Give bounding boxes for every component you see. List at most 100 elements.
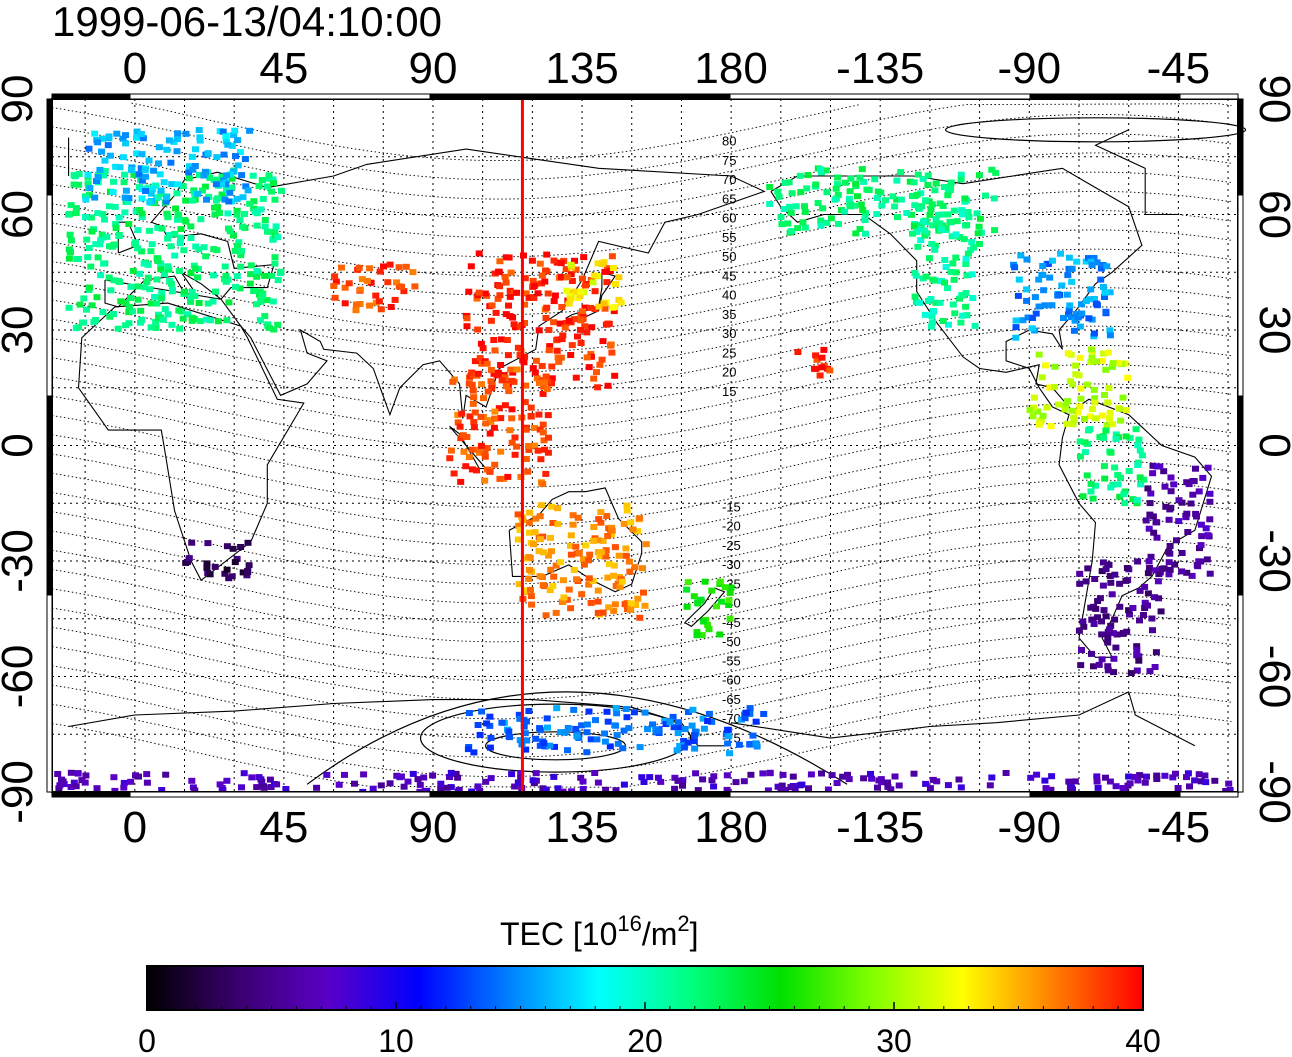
tec-cell <box>174 130 182 137</box>
tec-cell <box>521 353 529 360</box>
tec-cell <box>514 536 522 543</box>
tec-cell <box>1076 570 1084 577</box>
tec-cell <box>218 181 226 188</box>
tec-cell <box>273 781 281 788</box>
tec-cell <box>604 382 612 389</box>
tec-cell <box>1035 421 1043 428</box>
tec-cell <box>265 172 273 179</box>
tec-cell <box>187 223 195 230</box>
x-tick-label-bottom: 180 <box>694 803 767 852</box>
tec-cell <box>906 178 914 185</box>
tec-cell <box>599 338 607 345</box>
y-tick-label-left: -30 <box>0 529 42 593</box>
tec-cell <box>506 427 514 434</box>
tec-cell <box>506 293 514 300</box>
tec-cell <box>1203 556 1211 563</box>
tec-cell <box>604 574 612 581</box>
tec-cell <box>105 274 113 281</box>
tec-cell <box>246 280 254 287</box>
y-tick-label-right: -60 <box>1250 645 1292 709</box>
tec-cell <box>153 276 161 283</box>
tec-cell <box>530 283 538 290</box>
tec-cell <box>398 283 405 290</box>
tec-cell <box>447 447 455 454</box>
tec-cell <box>537 502 545 509</box>
tec-cell <box>169 286 176 293</box>
tec-cell <box>1189 491 1197 498</box>
tec-cell <box>1166 543 1174 549</box>
tec-cell <box>462 463 470 470</box>
tec-cell <box>916 299 923 306</box>
tec-cell <box>567 551 575 558</box>
tec-cell <box>180 247 188 254</box>
tec-cell <box>454 774 462 781</box>
tec-cell <box>862 230 869 237</box>
tec-cell <box>517 474 525 480</box>
tec-cell <box>572 725 580 732</box>
tec-cell <box>620 727 628 734</box>
tec-cell <box>138 316 146 323</box>
tec-cell <box>404 778 412 785</box>
tec-cell <box>1149 627 1156 634</box>
tec-cell <box>216 781 224 788</box>
tec-cell <box>463 434 471 440</box>
tec-cell <box>679 782 686 789</box>
tec-cell <box>616 583 624 590</box>
tec-cell <box>1148 615 1156 622</box>
x-tick-label-top: 180 <box>694 44 767 93</box>
tec-cell <box>573 733 581 740</box>
tec-cell <box>1087 480 1095 487</box>
tec-cell <box>585 364 593 371</box>
tec-cell <box>200 172 208 179</box>
tec-cell <box>56 782 64 789</box>
tec-cell <box>922 780 930 787</box>
tec-cell <box>101 216 108 223</box>
tec-cell <box>716 631 724 638</box>
tec-cell <box>741 715 749 722</box>
tec-cell <box>1171 561 1179 568</box>
tec-cell <box>947 187 955 193</box>
tec-cell <box>1049 257 1056 264</box>
tec-cell <box>271 254 279 261</box>
tec-cell <box>265 324 273 331</box>
tec-cell <box>1066 378 1074 385</box>
tec-cell <box>272 223 280 230</box>
tec-cell <box>147 190 155 197</box>
tec-cell <box>700 725 708 732</box>
tec-cell <box>238 784 245 791</box>
tec-cell <box>1002 770 1010 776</box>
tec-cell <box>465 380 473 387</box>
tec-cell <box>610 572 617 579</box>
tec-cell <box>165 266 173 273</box>
tec-cell <box>1160 565 1168 572</box>
tec-cell <box>1204 532 1212 539</box>
tec-cell <box>93 294 101 301</box>
tec-cell <box>514 511 522 518</box>
tec-cell <box>735 741 743 748</box>
tec-cell <box>543 386 551 393</box>
tec-cell <box>263 297 271 304</box>
tec-cell <box>367 279 375 286</box>
tec-cell <box>358 276 366 283</box>
x-tick-label-top: -45 <box>1147 44 1211 93</box>
tec-cell <box>468 369 476 376</box>
tec-cell <box>764 787 772 794</box>
tec-cell <box>137 307 145 314</box>
tec-cell <box>1133 500 1141 507</box>
tec-cell <box>341 300 349 307</box>
tec-cell <box>608 349 616 356</box>
tec-cell <box>237 544 245 550</box>
tec-cell <box>928 201 936 208</box>
tec-cell <box>1093 778 1101 785</box>
tec-cell <box>1111 616 1119 623</box>
tec-cell <box>1048 302 1056 309</box>
tec-cell <box>975 223 983 230</box>
contour-line <box>51 498 1232 585</box>
tec-cell <box>968 271 976 278</box>
tec-cell <box>560 594 568 601</box>
tec-cell <box>1015 276 1023 283</box>
tec-cell <box>704 718 712 724</box>
tec-cell <box>944 211 952 218</box>
tec-cell <box>185 169 193 176</box>
tec-cell <box>1134 777 1142 784</box>
